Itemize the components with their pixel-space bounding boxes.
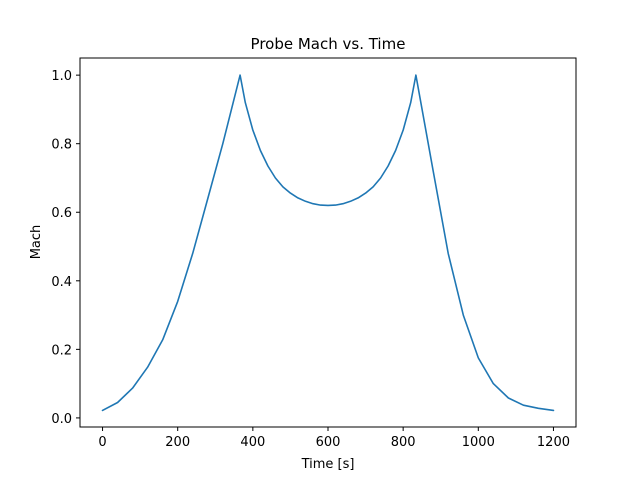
chart-title: Probe Mach vs. Time bbox=[251, 35, 406, 53]
y-tick-label: 1.0 bbox=[51, 69, 72, 84]
x-axis-ticks: 0 200 400 600 800 1000 1200 bbox=[98, 427, 570, 450]
plot-frame bbox=[79, 57, 577, 428]
x-tick-label: 600 bbox=[316, 435, 341, 450]
series-line bbox=[101, 74, 555, 412]
y-axis-ticks: 0.0 0.2 0.4 0.6 0.8 1.0 bbox=[51, 69, 80, 427]
x-axis-label: Time [s] bbox=[301, 457, 355, 472]
y-tick-label: 0.2 bbox=[51, 343, 72, 358]
x-tick-label: 400 bbox=[240, 435, 265, 450]
series-layer bbox=[101, 74, 555, 412]
y-tick-label: 0.6 bbox=[51, 206, 72, 221]
y-tick-label: 0.8 bbox=[51, 138, 72, 153]
x-tick-label: 1000 bbox=[462, 435, 495, 450]
x-tick-label: 200 bbox=[165, 435, 190, 450]
y-tick-label: 0.0 bbox=[51, 412, 72, 427]
y-axis-label: Mach bbox=[29, 225, 44, 260]
x-tick-label: 800 bbox=[391, 435, 416, 450]
x-tick-label: 1200 bbox=[537, 435, 570, 450]
y-tick-label: 0.4 bbox=[51, 275, 72, 290]
x-tick-label: 0 bbox=[98, 435, 106, 450]
